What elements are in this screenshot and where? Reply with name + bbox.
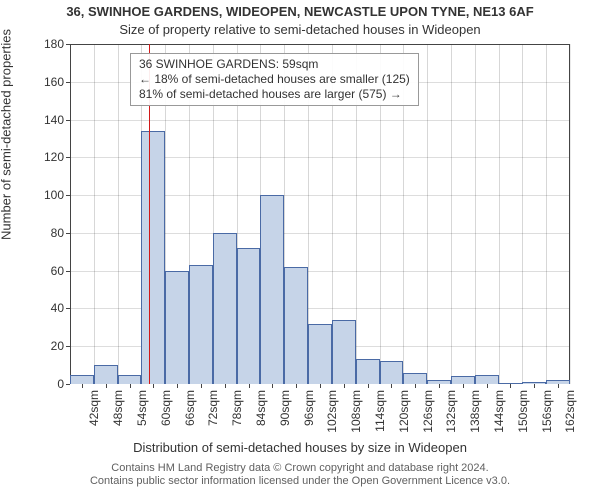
legend-line: 36 SWINHOE GARDENS: 59sqm (139, 57, 410, 72)
xtick-label: 84sqm (254, 390, 268, 426)
xtick-label: 102sqm (325, 390, 339, 433)
xtick-mark (106, 384, 107, 388)
xtick-label: 96sqm (302, 390, 316, 426)
xtick-label: 72sqm (206, 390, 220, 426)
attribution: Contains HM Land Registry data © Crown c… (0, 462, 600, 488)
ytick-label: 40 (51, 301, 64, 315)
xtick-label: 90sqm (278, 390, 292, 426)
xtick-mark (534, 384, 535, 388)
xtick-label: 138sqm (468, 390, 482, 433)
xtick-label: 162sqm (563, 390, 577, 433)
xtick-mark (153, 384, 154, 388)
ytick-label: 0 (57, 377, 64, 391)
xtick-mark (463, 384, 464, 388)
chart-container: 36, SWINHOE GARDENS, WIDEOPEN, NEWCASTLE… (0, 0, 600, 500)
ytick-label: 100 (44, 188, 64, 202)
y-axis-label: Number of semi-detached properties (0, 29, 14, 240)
gridline-v (118, 44, 119, 384)
xtick-mark (320, 384, 321, 388)
xtick-label: 150sqm (516, 390, 530, 433)
legend-box: 36 SWINHOE GARDENS: 59sqm← 18% of semi-d… (130, 53, 419, 106)
legend-line: 81% of semi-detached houses are larger (… (139, 87, 410, 102)
xtick-mark (249, 384, 250, 388)
ytick-label: 60 (51, 264, 64, 278)
gridline-v (70, 44, 71, 384)
gridline-v (427, 44, 428, 384)
ytick-label: 140 (44, 113, 64, 127)
histogram-bar (213, 233, 237, 384)
histogram-bar (308, 324, 332, 384)
xtick-mark (130, 384, 131, 388)
xtick-mark (296, 384, 297, 388)
histogram-bar (332, 320, 356, 384)
xtick-mark (272, 384, 273, 388)
xtick-label: 78sqm (230, 390, 244, 426)
xtick-label: 132sqm (444, 390, 458, 433)
xtick-mark (487, 384, 488, 388)
xtick-label: 114sqm (373, 390, 387, 432)
gridline-v (94, 44, 95, 384)
xtick-label: 66sqm (183, 390, 197, 426)
histogram-bar (380, 361, 404, 384)
histogram-bar (356, 359, 380, 384)
histogram-bar (70, 375, 94, 384)
xtick-label: 156sqm (540, 390, 554, 433)
ytick-label: 20 (51, 339, 64, 353)
xtick-mark (344, 384, 345, 388)
gridline-v (475, 44, 476, 384)
ytick-label: 120 (44, 150, 64, 164)
xtick-mark (510, 384, 511, 388)
x-axis-label: Distribution of semi-detached houses by … (0, 440, 600, 455)
ytick-label: 80 (51, 226, 64, 240)
chart-title-line1: 36, SWINHOE GARDENS, WIDEOPEN, NEWCASTLE… (0, 4, 600, 19)
attribution-line2: Contains public sector information licen… (0, 475, 600, 488)
histogram-bar (475, 375, 499, 384)
xtick-mark (439, 384, 440, 388)
xtick-mark (225, 384, 226, 388)
xtick-label: 108sqm (349, 390, 363, 433)
histogram-bar (118, 375, 142, 384)
histogram-bar (284, 267, 308, 384)
xtick-mark (82, 384, 83, 388)
ytick-label: 160 (44, 75, 64, 89)
gridline-v (570, 44, 571, 384)
xtick-mark (415, 384, 416, 388)
histogram-bar (451, 376, 475, 384)
xtick-mark (558, 384, 559, 388)
xtick-label: 120sqm (397, 390, 411, 433)
attribution-line1: Contains HM Land Registry data © Crown c… (0, 462, 600, 475)
xtick-label: 60sqm (159, 390, 173, 426)
histogram-bar (165, 271, 189, 384)
xtick-label: 54sqm (135, 390, 149, 426)
xtick-mark (368, 384, 369, 388)
gridline-h (70, 120, 570, 121)
histogram-bar (260, 195, 284, 384)
chart-title-line2: Size of property relative to semi-detach… (0, 22, 600, 37)
legend-line: ← 18% of semi-detached houses are smalle… (139, 72, 410, 87)
xtick-label: 144sqm (492, 390, 506, 433)
xtick-label: 48sqm (111, 390, 125, 426)
gridline-v (499, 44, 500, 384)
histogram-bar (141, 131, 165, 384)
xtick-label: 126sqm (421, 390, 435, 433)
histogram-bar (94, 365, 118, 384)
xtick-mark (201, 384, 202, 388)
ytick-mark (66, 384, 70, 385)
gridline-v (546, 44, 547, 384)
plot-area: 02040608010012014016018042sqm48sqm54sqm6… (70, 44, 570, 384)
gridline-v (451, 44, 452, 384)
histogram-bar (403, 373, 427, 384)
histogram-bar (237, 248, 261, 384)
histogram-bar (189, 265, 213, 384)
xtick-mark (391, 384, 392, 388)
xtick-label: 42sqm (87, 390, 101, 426)
ytick-label: 180 (44, 37, 64, 51)
gridline-v (522, 44, 523, 384)
xtick-mark (177, 384, 178, 388)
